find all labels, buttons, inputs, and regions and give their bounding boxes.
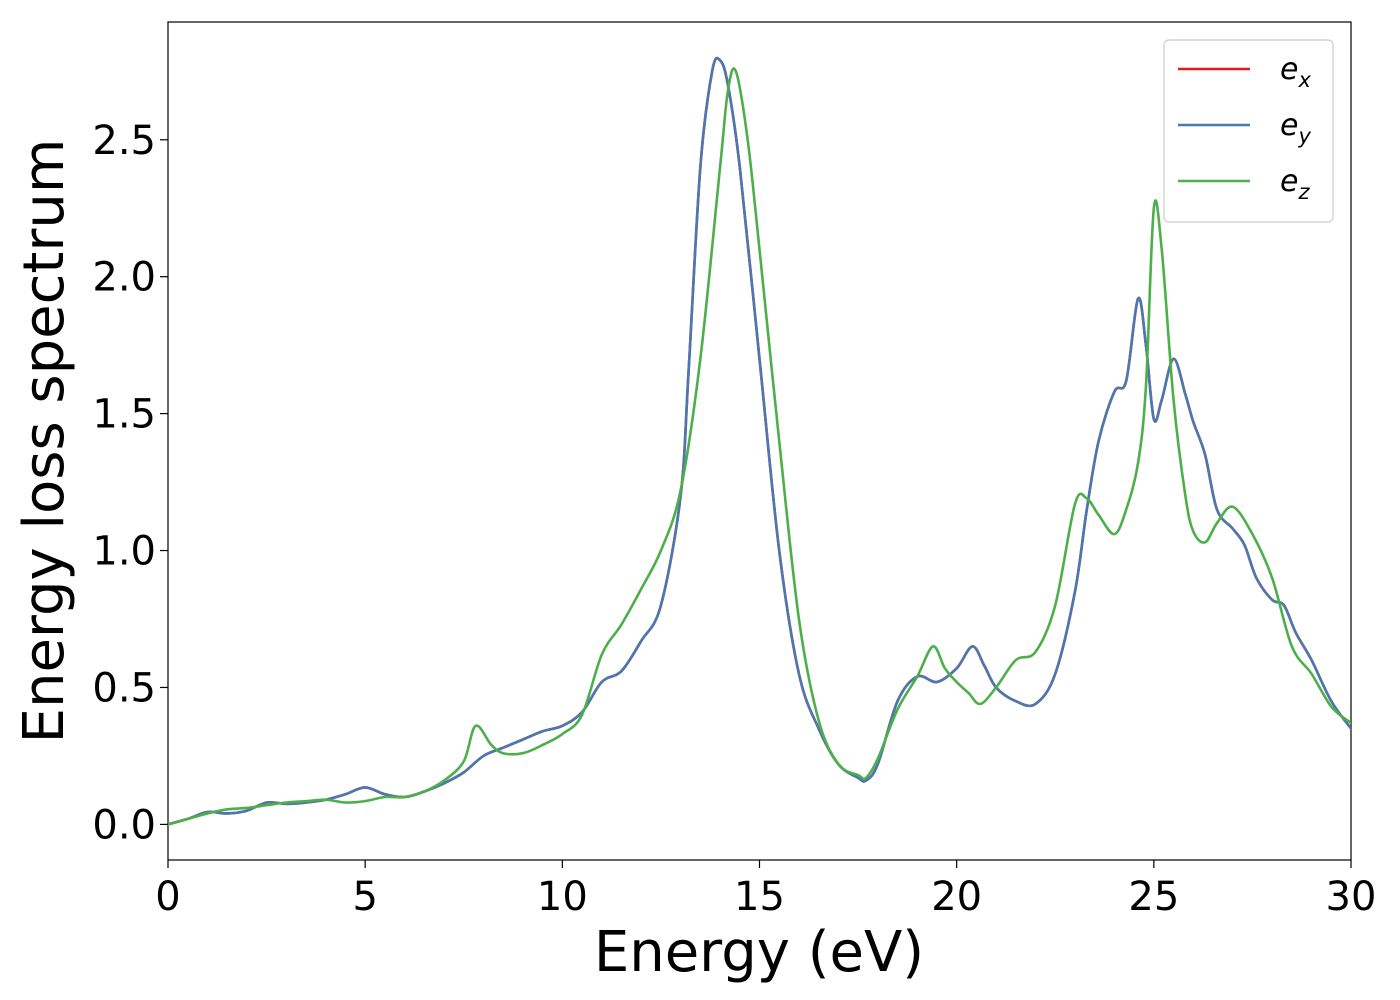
y-tick-label: 2.0: [92, 255, 156, 301]
y-tick-label: 2.5: [92, 118, 156, 164]
x-tick-label: 15: [734, 874, 785, 920]
y-tick-label: 0.5: [92, 665, 156, 711]
legend-label-e-z: ez: [1280, 164, 1310, 204]
series-layer: [168, 56, 1351, 826]
legend-box: [1163, 39, 1334, 223]
y-tick-label: 1.5: [92, 392, 156, 438]
legend: ex ey ez: [1163, 39, 1334, 223]
x-tick-label: 20: [931, 874, 982, 920]
x-axis: 0 5 10 15 20 25 30: [155, 860, 1376, 920]
x-tick-label: 10: [537, 874, 588, 920]
y-axis: 0.0 0.5 1.0 1.5 2.0 2.5: [92, 118, 168, 848]
y-tick-label: 1.0: [92, 529, 156, 575]
x-tick-label: 25: [1128, 874, 1179, 920]
series-line-e-z: [168, 67, 1351, 826]
x-tick-label: 30: [1326, 874, 1377, 920]
x-tick-label: 5: [352, 874, 377, 920]
legend-label-e-x: ex: [1280, 52, 1311, 92]
x-tick-label: 0: [155, 874, 180, 920]
legend-label-e-y: ey: [1280, 108, 1311, 148]
x-axis-title: Energy (eV): [594, 920, 924, 985]
y-axis-title: Energy loss spectrum: [12, 139, 77, 744]
y-tick-label: 0.0: [92, 802, 156, 848]
